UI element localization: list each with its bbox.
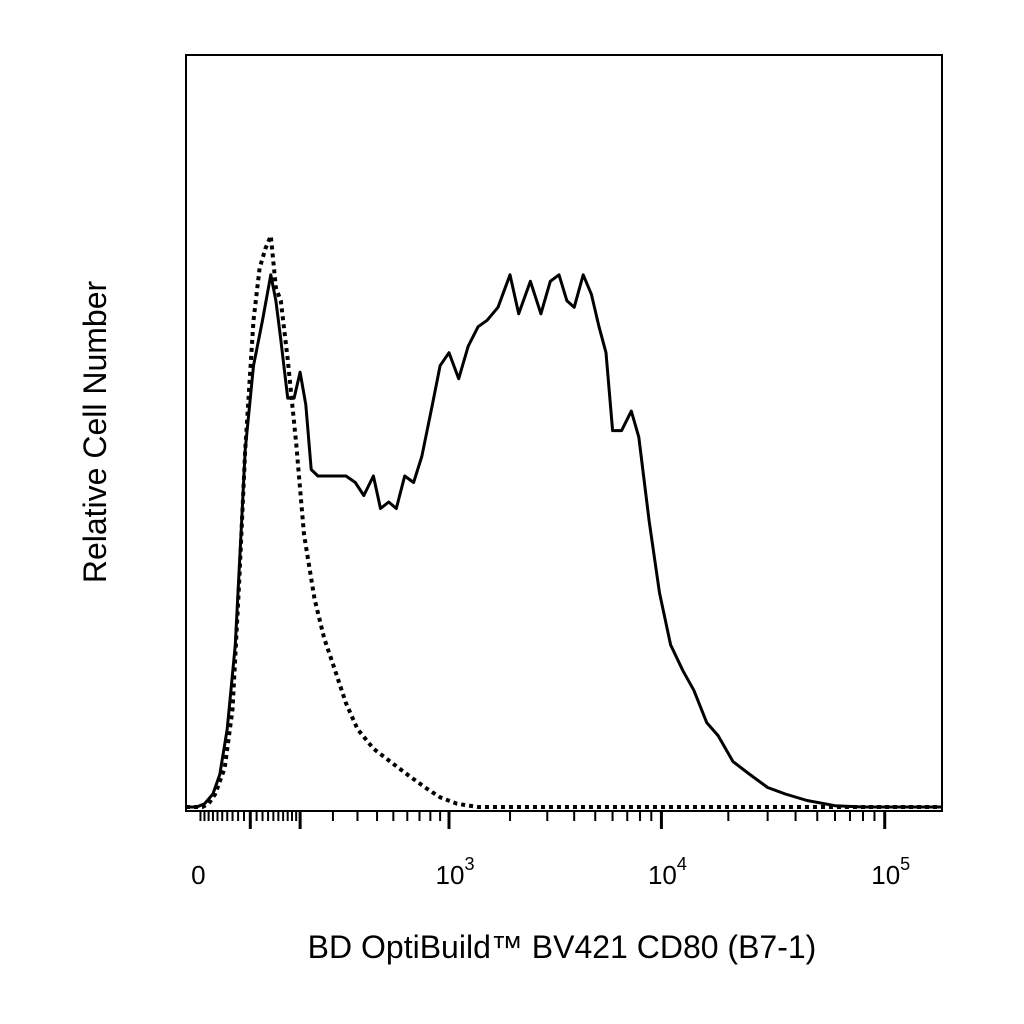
x-tick-label: 104 [648,854,687,890]
x-tick-label: 105 [871,854,910,890]
x-tick-label: 0 [191,860,205,890]
x-axis-title: BD OptiBuild™ BV421 CD80 (B7-1) [308,929,817,965]
x-tick-label: 103 [436,854,475,890]
series-line-dotted [186,233,942,809]
plot-frame [185,54,943,812]
series-layer [186,233,942,809]
series-line-solid [186,273,942,809]
x-axis-ticks [199,811,887,829]
x-axis-tick-labels: 0 103 104 105 [191,854,910,890]
y-axis-title: Relative Cell Number [77,280,113,583]
